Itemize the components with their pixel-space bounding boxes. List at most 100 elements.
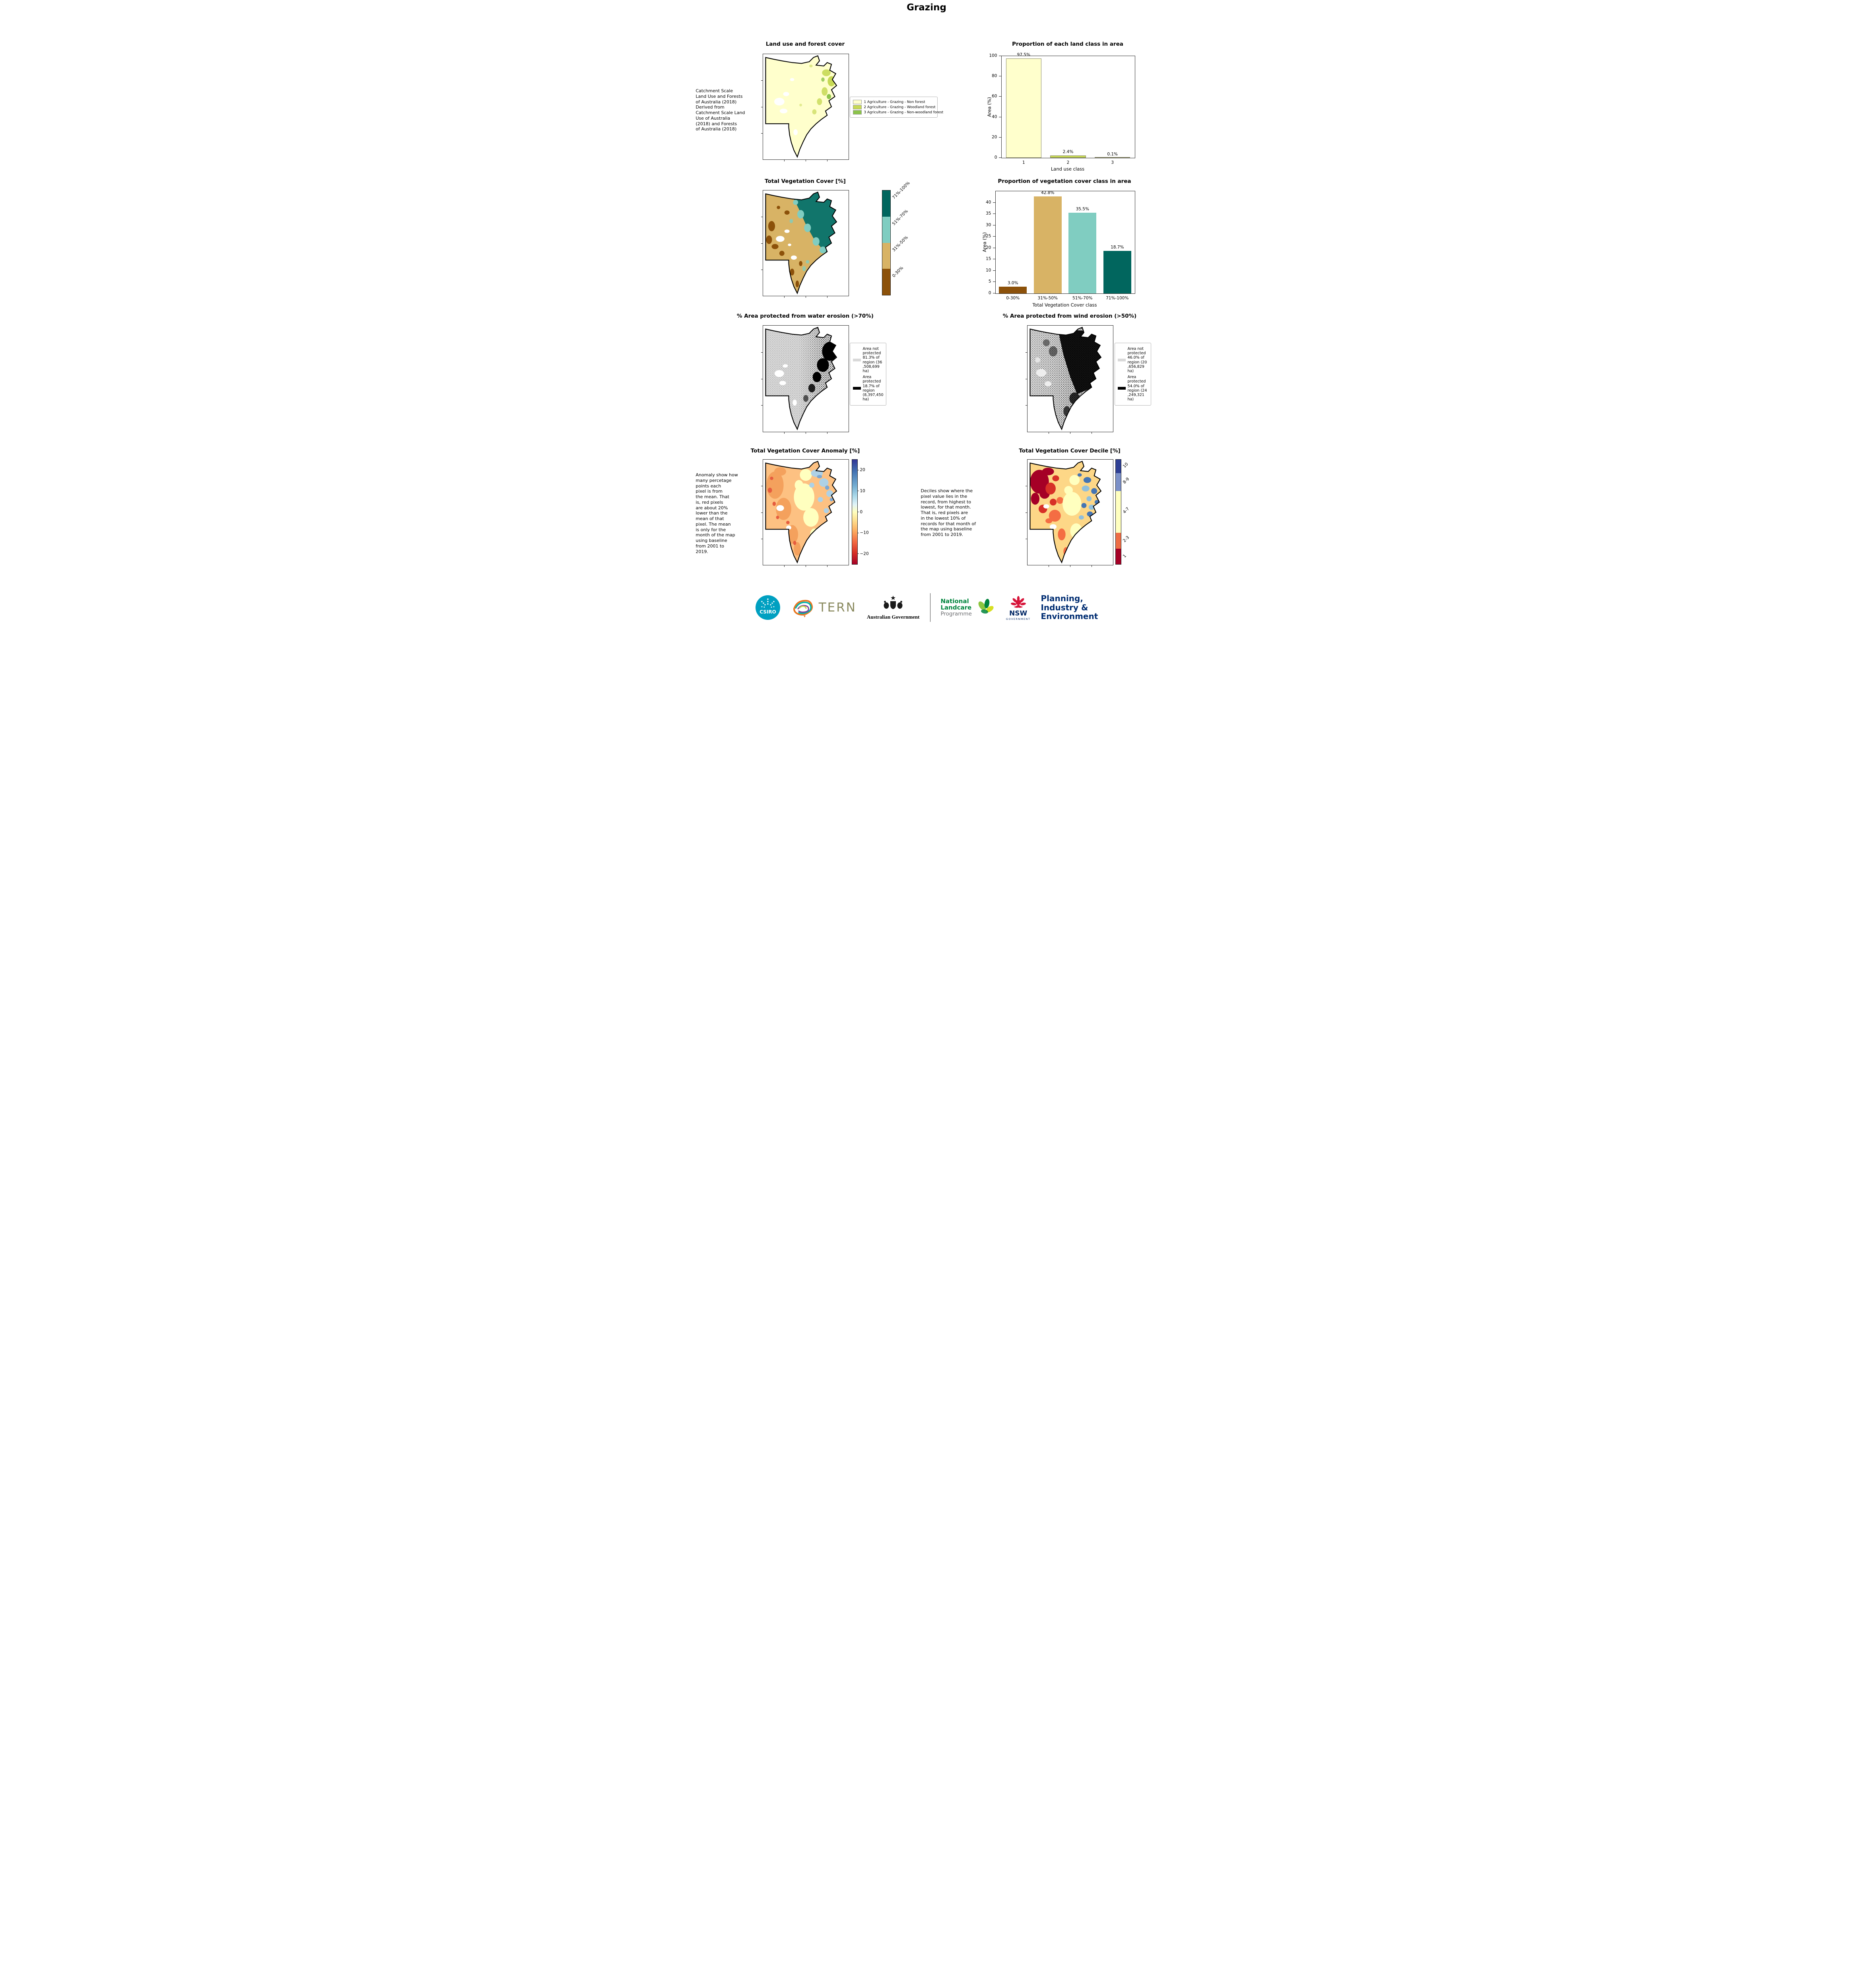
cbar-segment-31-50 <box>882 243 890 269</box>
axis-tick <box>761 352 763 353</box>
report-page: Grazing Land use and forest cover Catchm… <box>695 0 1158 635</box>
water-erosion-map <box>761 325 849 434</box>
bar-value-label: 2.4% <box>1062 149 1074 154</box>
landuse-source-note: Catchment Scale Land Use and Forests of … <box>695 88 745 132</box>
axis-tick <box>784 565 785 567</box>
bar-group-1: 97.5% 1 <box>1002 52 1046 165</box>
axis-tick <box>761 133 763 134</box>
landclass-chart-ylabel: Area (%) <box>986 97 992 117</box>
x-tick-label: 71%-100% <box>1106 296 1129 301</box>
cbar-tick: −20 <box>857 551 869 556</box>
x-tick-label: 1 <box>1022 160 1025 165</box>
anomaly-gradient <box>852 460 857 564</box>
legend-label: Area protected 54.0% of region (24 ,249,… <box>1127 375 1147 402</box>
bar-group-71%-100%: 18.7% 71%-100% <box>1100 191 1135 301</box>
bar-value-label: 42.8% <box>1041 190 1055 195</box>
cbar-tick: 10 <box>857 489 865 493</box>
legend-item: 2 Agriculture - Grazing - Woodland fores… <box>853 105 936 109</box>
bar-value-label: 35.5% <box>1076 207 1089 212</box>
decile-seg-1 <box>1115 548 1121 564</box>
anomaly-map-title: Total Vegetation Cover Anomaly [%] <box>750 448 860 454</box>
bar-value-label: 97.5% <box>1017 52 1031 58</box>
decile-seg-2-3 <box>1115 533 1121 549</box>
landuse-class3-swatch <box>853 110 862 115</box>
x-tick-label: 2 <box>1066 160 1070 165</box>
cbar-label: 71%-100% <box>891 181 911 200</box>
landuse-map-svg <box>765 55 837 157</box>
cbar-label: 8-9 <box>1122 476 1130 485</box>
cbar-label: 31%-50% <box>891 235 909 252</box>
vegclass-chart-xlabel: Total Vegetation Cover class <box>1032 302 1097 308</box>
nsw-government-label: GOVERNMENT <box>1006 617 1031 621</box>
landclass-chart-title: Proportion of each land class in area <box>1012 41 1123 47</box>
not-protected-swatch <box>853 359 861 362</box>
not-protected-swatch <box>1117 359 1126 362</box>
vegclass-chart-ylabel: Area (%) <box>981 232 987 252</box>
bar-value-label: 3.0% <box>1007 280 1018 285</box>
planning-line: Environment <box>1041 612 1098 621</box>
water-erosion-title: % Area protected from water erosion (>70… <box>737 313 874 319</box>
decile-note: Deciles show where the pixel value lies … <box>921 488 976 537</box>
tern-australia-icon <box>793 600 813 617</box>
decile-map-svg <box>1029 461 1101 563</box>
axis-tick <box>761 80 763 81</box>
csiro-icon: CSIRO <box>755 595 780 620</box>
australian-government-wordmark: Australian Government <box>866 614 920 620</box>
bar <box>1068 213 1097 293</box>
vegcover-map <box>761 190 849 298</box>
cbar-label: 1 <box>1122 553 1127 559</box>
bar-group-0-30%: 3.0% 0-30% <box>996 191 1031 301</box>
legend-label: Area not protected 46.0% of region (20 ,… <box>1127 347 1147 374</box>
bar-group-51%-70%: 35.5% 51%-70% <box>1065 191 1100 301</box>
planning-line: Planning, <box>1041 594 1083 604</box>
landuse-class1-swatch <box>853 100 862 104</box>
y-tick: 40 <box>986 200 996 205</box>
anomaly-note: Anomaly show how many percetage points e… <box>695 472 738 554</box>
bar <box>1103 251 1131 293</box>
bar <box>1050 155 1086 158</box>
vegcover-map-title: Total Vegetation Cover [%] <box>765 178 846 184</box>
axis-tick <box>761 243 763 244</box>
legend-item: 1 Agriculture - Grazing - Non forest <box>853 100 934 104</box>
legend-label: Area protected 18.7% of region (8,397,45… <box>862 375 884 402</box>
legend-item: Area protected 54.0% of region (24 ,249,… <box>1117 375 1148 402</box>
bar <box>999 286 1027 293</box>
legend-item: Area not protected 46.0% of region (20 ,… <box>1117 347 1148 374</box>
axis-tick <box>761 405 763 406</box>
bar-value-label: 0.1% <box>1107 151 1118 157</box>
x-tick-label: 3 <box>1111 160 1114 165</box>
axis-tick <box>784 160 785 161</box>
legend-item: Area protected 18.7% of region (8,397,45… <box>853 375 884 402</box>
nsw-government-logo: NSW GOVERNMENT <box>1006 595 1031 621</box>
y-tick: 25 <box>986 234 996 239</box>
y-tick: 20 <box>992 135 1002 140</box>
bar-group-2: 2.4% 2 <box>1046 56 1090 165</box>
legend-label: 1 Agriculture - Grazing - Non forest <box>864 100 925 104</box>
svg-text:CSIRO: CSIRO <box>759 609 776 615</box>
landclass-chart: 97.5% 1 2.4% 2 0.1% 3 0 20 40 60 80 100 <box>989 52 1135 165</box>
cbar-tick: 20 <box>857 468 865 472</box>
decile-map-title: Total Vegetation Cover Decile [%] <box>1019 448 1121 454</box>
vegcover-colorbar: 71%-100% 51%-70% 31%-50% 0-30% <box>882 181 911 295</box>
legend-label: Area not protected 81.3% of region (36 ,… <box>862 347 882 374</box>
protected-swatch <box>853 387 861 390</box>
anomaly-colorbar: 20 10 0 −10 −20 <box>851 459 869 565</box>
waratah-icon <box>1010 596 1026 608</box>
axis-tick <box>784 296 785 298</box>
landuse-map <box>761 54 849 161</box>
legend-item: Area not protected 81.3% of region (36 ,… <box>853 347 883 373</box>
wind-erosion-map-svg <box>1029 327 1101 430</box>
decile-seg-8-9 <box>1115 473 1121 491</box>
landcare-leaves-icon <box>978 599 994 614</box>
x-tick-label: 51%-70% <box>1072 296 1093 301</box>
page-title: Grazing <box>907 2 946 13</box>
vegclass-chart-title: Proportion of vegetation cover class in … <box>998 178 1131 184</box>
decile-colorbar: 10 8-9 4-7 2-3 1 <box>1115 459 1130 565</box>
nsw-wordmark: NSW <box>1009 609 1028 617</box>
cbar-segment-71-100 <box>882 190 890 217</box>
bar-group-31%-50%: 42.8% 31%-50% <box>1030 190 1065 301</box>
decile-seg-4-7 <box>1115 491 1121 533</box>
csiro-logo: CSIRO <box>755 595 781 620</box>
cbar-tick: −10 <box>857 530 869 535</box>
cbar-label: 10 <box>1122 462 1129 469</box>
